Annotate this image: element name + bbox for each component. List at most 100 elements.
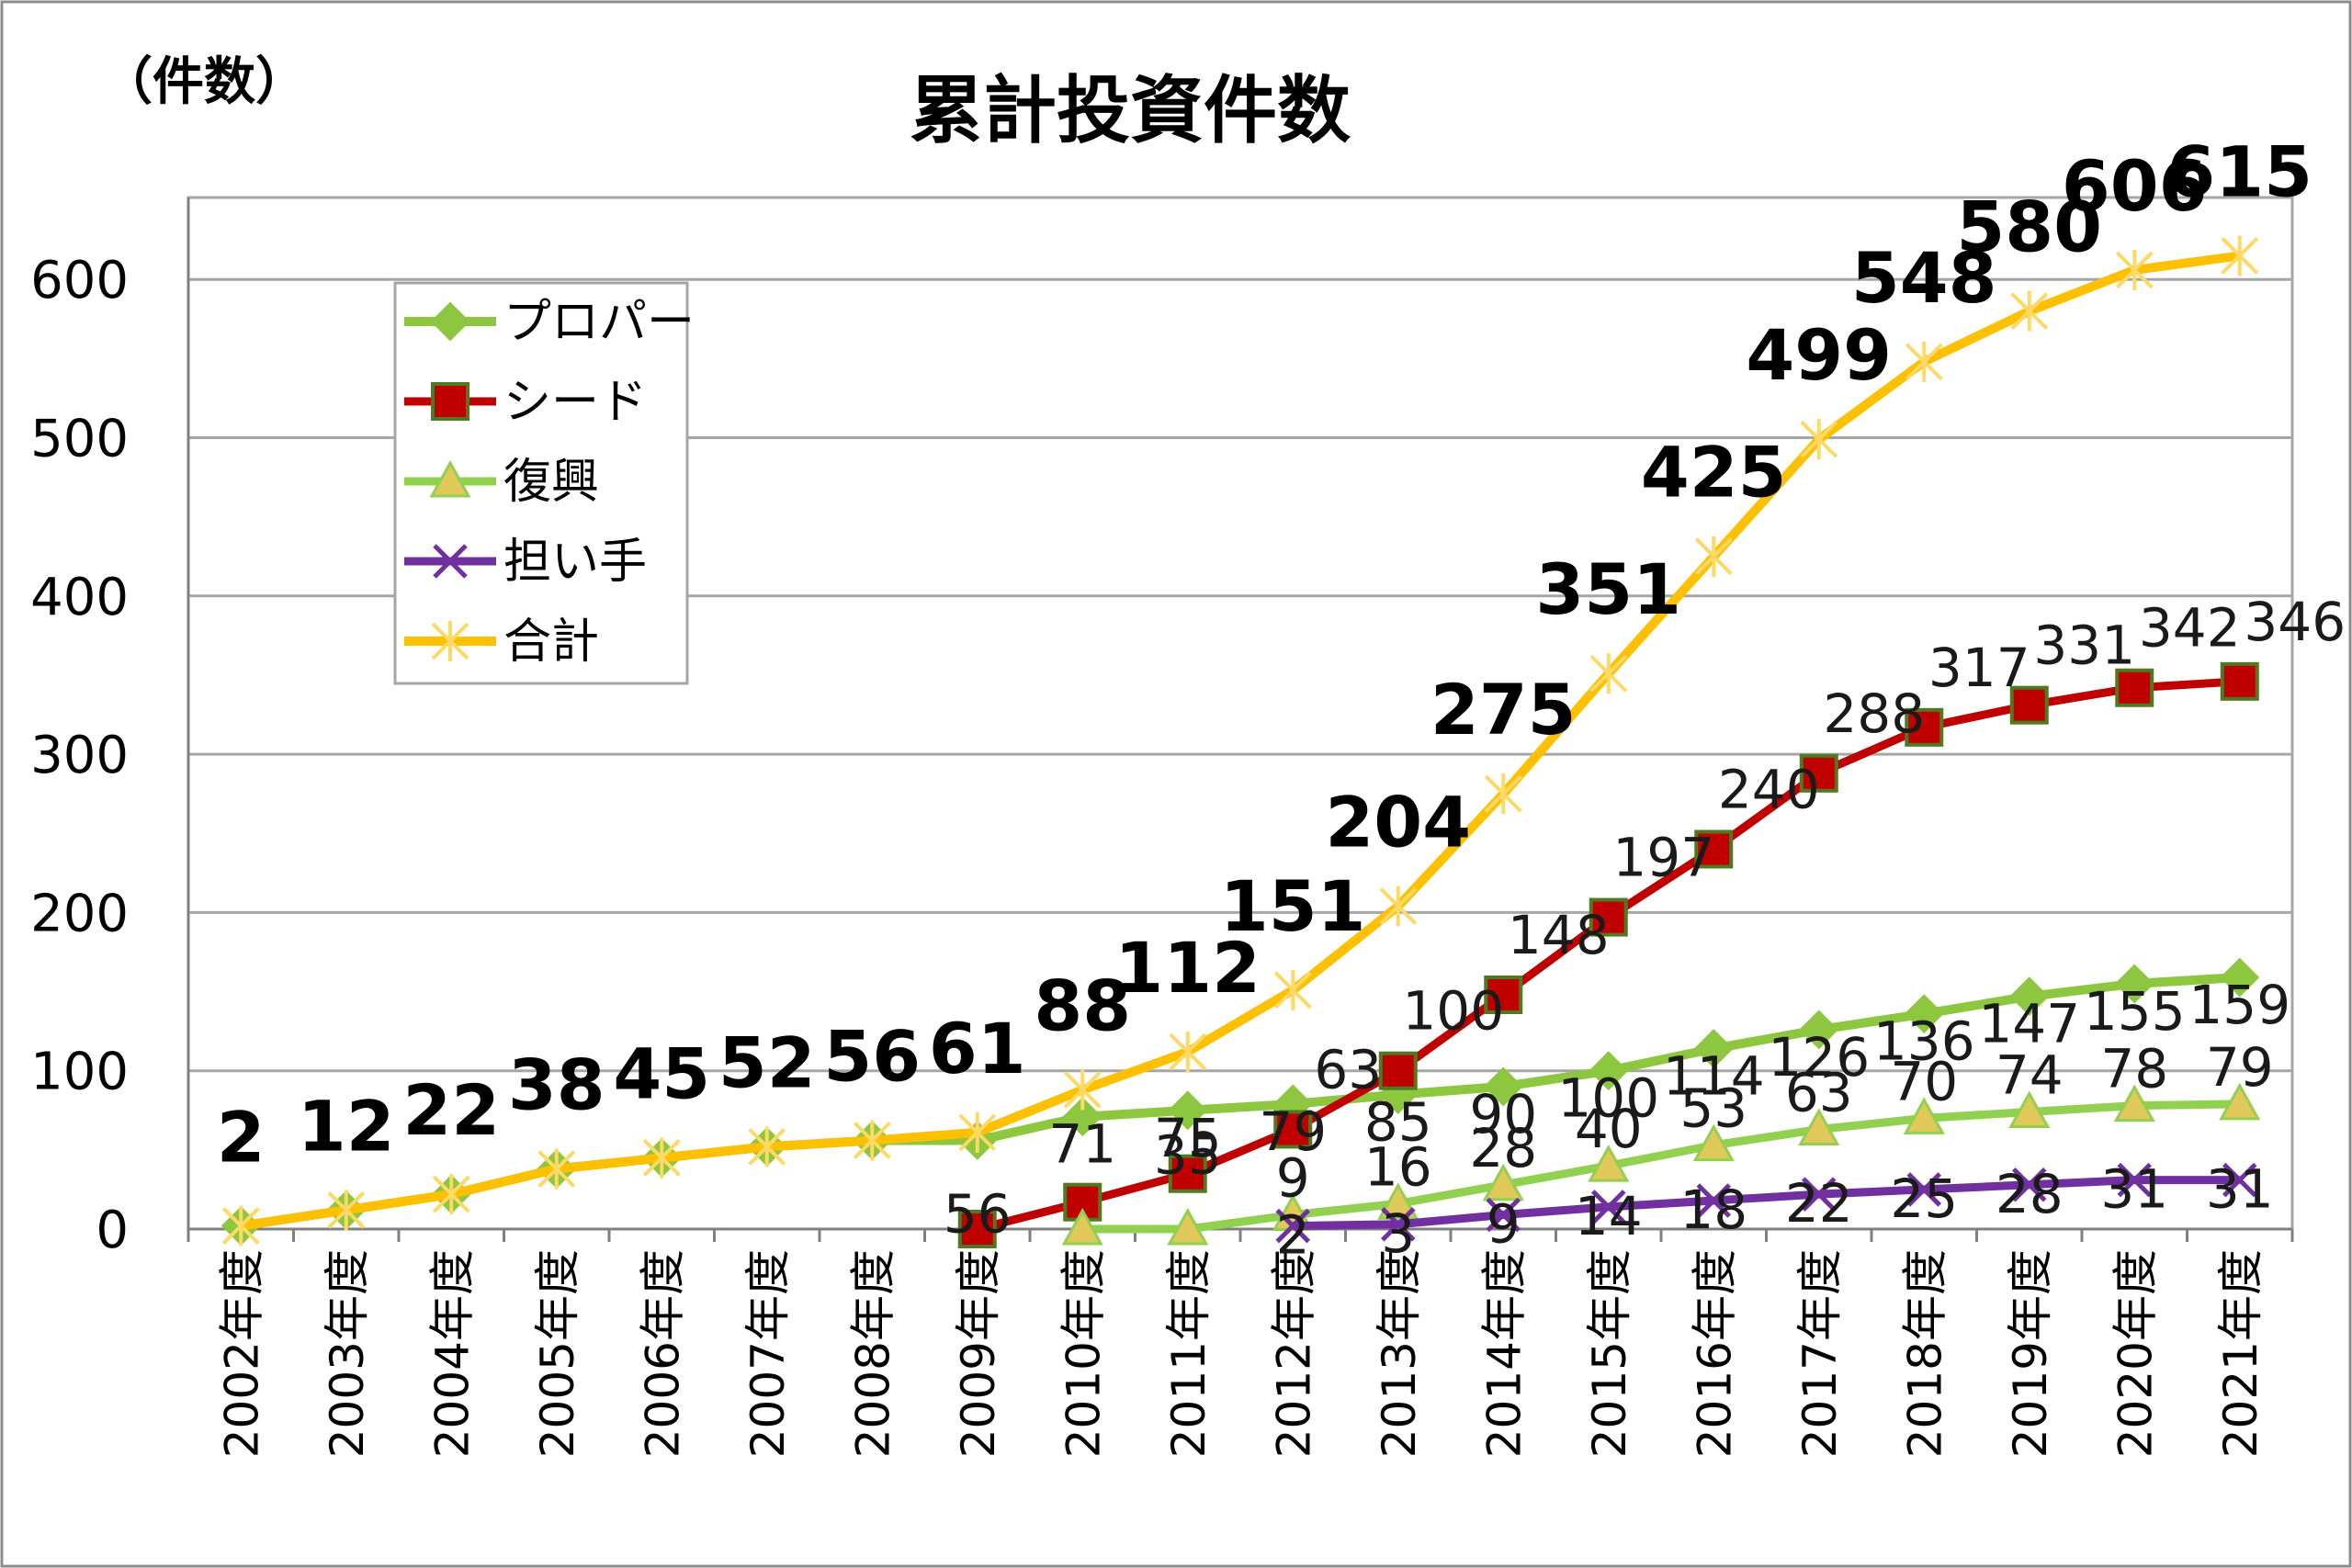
marker-stroke [1801, 1177, 1837, 1212]
point-ninaite [1380, 1207, 1416, 1242]
legend-marker [431, 382, 469, 421]
data-label-fukko: 78 [2100, 1038, 2168, 1100]
data-label-total: 61 [929, 1008, 1026, 1089]
point-seed [1694, 829, 1734, 869]
point-propa [2220, 957, 2260, 998]
data-label-ninaite: 25 [1890, 1168, 1958, 1230]
data-label-total: 499 [1746, 314, 1892, 396]
point-total [1379, 886, 1418, 927]
x-tick-label: 2007年度 [741, 1249, 795, 1458]
unit-label: （件数） [101, 52, 307, 112]
point-propa [1168, 1090, 1208, 1131]
y-tick-label: 0 [96, 1201, 129, 1260]
data-label-propa: 136 [1873, 1010, 1975, 1073]
y-tick-label: 600 [30, 251, 129, 310]
point-seed [1905, 707, 1944, 747]
point-total [642, 1137, 681, 1179]
series-line-total [240, 251, 2241, 1231]
data-label-total: 56 [823, 1016, 921, 1098]
point-fukko [1798, 1108, 1840, 1145]
point-ninaite [1801, 1177, 1837, 1212]
data-label-propa: 114 [1663, 1045, 1765, 1108]
y-tick-label: 500 [30, 410, 129, 469]
data-label-seed: 240 [1718, 758, 1820, 820]
data-label-ninaite: 14 [1575, 1185, 1643, 1247]
marker-stroke [1906, 1172, 1942, 1207]
point-ninaite [1486, 1197, 1521, 1233]
legend-marker [429, 459, 471, 498]
point-seed [1484, 975, 1523, 1014]
x-tick-label: 2005年度 [531, 1249, 584, 1458]
legend-item-ninaite: 担い手 [404, 535, 647, 590]
data-label-total: 615 [2166, 130, 2312, 212]
x-tick-label: 2004年度 [425, 1249, 479, 1458]
data-label-ninaite: 3 [1381, 1202, 1415, 1265]
point-total [2221, 235, 2259, 276]
point-seed [2009, 685, 2049, 725]
y-tick-label: 100 [30, 1043, 129, 1102]
data-label-total: 22 [402, 1069, 500, 1151]
data-label-fukko: 79 [2206, 1036, 2274, 1099]
x-tick-label: 2003年度 [321, 1249, 374, 1458]
legend-label: 復興 [503, 455, 599, 510]
data-label-propa: 159 [2188, 974, 2290, 1036]
marker-stroke [2222, 1162, 2257, 1198]
data-label-fukko: 63 [1785, 1061, 1853, 1123]
data-label-ninaite: 22 [1785, 1172, 1853, 1235]
data-label-propa: 79 [1259, 1100, 1327, 1163]
x-tick-label: 2018年度 [1898, 1249, 1951, 1458]
data-label-seed: 317 [1928, 637, 2030, 699]
point-ninaite [1275, 1208, 1311, 1244]
data-label-total: 151 [1220, 865, 1366, 947]
series-total [221, 235, 2259, 1247]
data-label-ninaite: 31 [2100, 1158, 2168, 1221]
data-label-propa: 126 [1768, 1026, 1870, 1089]
marker-stroke [1275, 1208, 1311, 1244]
x-tick-label: 2010年度 [1057, 1249, 1110, 1458]
marker-stroke [433, 544, 468, 579]
data-label-total: 38 [508, 1044, 605, 1126]
data-label-total: 112 [1114, 927, 1261, 1009]
data-label-total: 2 [217, 1097, 266, 1179]
point-total [327, 1190, 366, 1231]
data-label-total: 580 [1956, 186, 2102, 268]
data-label-ninaite: 18 [1679, 1179, 1747, 1241]
legend-marker [430, 301, 470, 342]
series-ninaite [1275, 1162, 2257, 1244]
data-label-total: 548 [1851, 237, 1997, 319]
data-label-fukko: 9 [1276, 1146, 1310, 1209]
point-total [1063, 1069, 1102, 1111]
point-fukko [1167, 1207, 1209, 1246]
data-label-total: 45 [613, 1032, 710, 1114]
point-seed [1378, 1051, 1418, 1090]
point-fukko [1482, 1163, 1524, 1201]
axes: 0 100 200 300 400 500 600 2002年度 2003年度 2004年度 200… [30, 197, 2294, 1458]
point-total [221, 1205, 260, 1247]
point-fukko [1061, 1207, 1103, 1246]
data-label-total: 275 [1430, 669, 1577, 750]
legend-item-fukko: 復興 [404, 455, 599, 510]
data-label-propa: 85 [1364, 1091, 1432, 1154]
point-ninaite [1590, 1190, 1626, 1224]
data-label-seed: 100 [1402, 980, 1504, 1043]
data-label-seed: 288 [1823, 682, 1925, 745]
point-seed [2220, 661, 2259, 701]
data-label-fukko: 28 [1469, 1117, 1537, 1179]
legend-label: プロパー [503, 295, 695, 350]
data-label-seed: 346 [2244, 591, 2346, 653]
data-label-ninaite: 2 [1276, 1204, 1310, 1267]
point-fukko [1272, 1193, 1314, 1231]
point-total [853, 1120, 891, 1161]
data-label-seed: 331 [2033, 615, 2135, 677]
point-propa [1693, 1029, 1734, 1068]
point-fukko [2113, 1084, 2155, 1122]
legend-item-propa: プロパー [404, 295, 695, 350]
data-label-total: 351 [1535, 548, 1681, 630]
point-propa [2009, 976, 2050, 1017]
point-total [748, 1126, 786, 1168]
x-tick-label: 2017年度 [1793, 1249, 1847, 1458]
marker-stroke [2011, 1167, 2047, 1202]
